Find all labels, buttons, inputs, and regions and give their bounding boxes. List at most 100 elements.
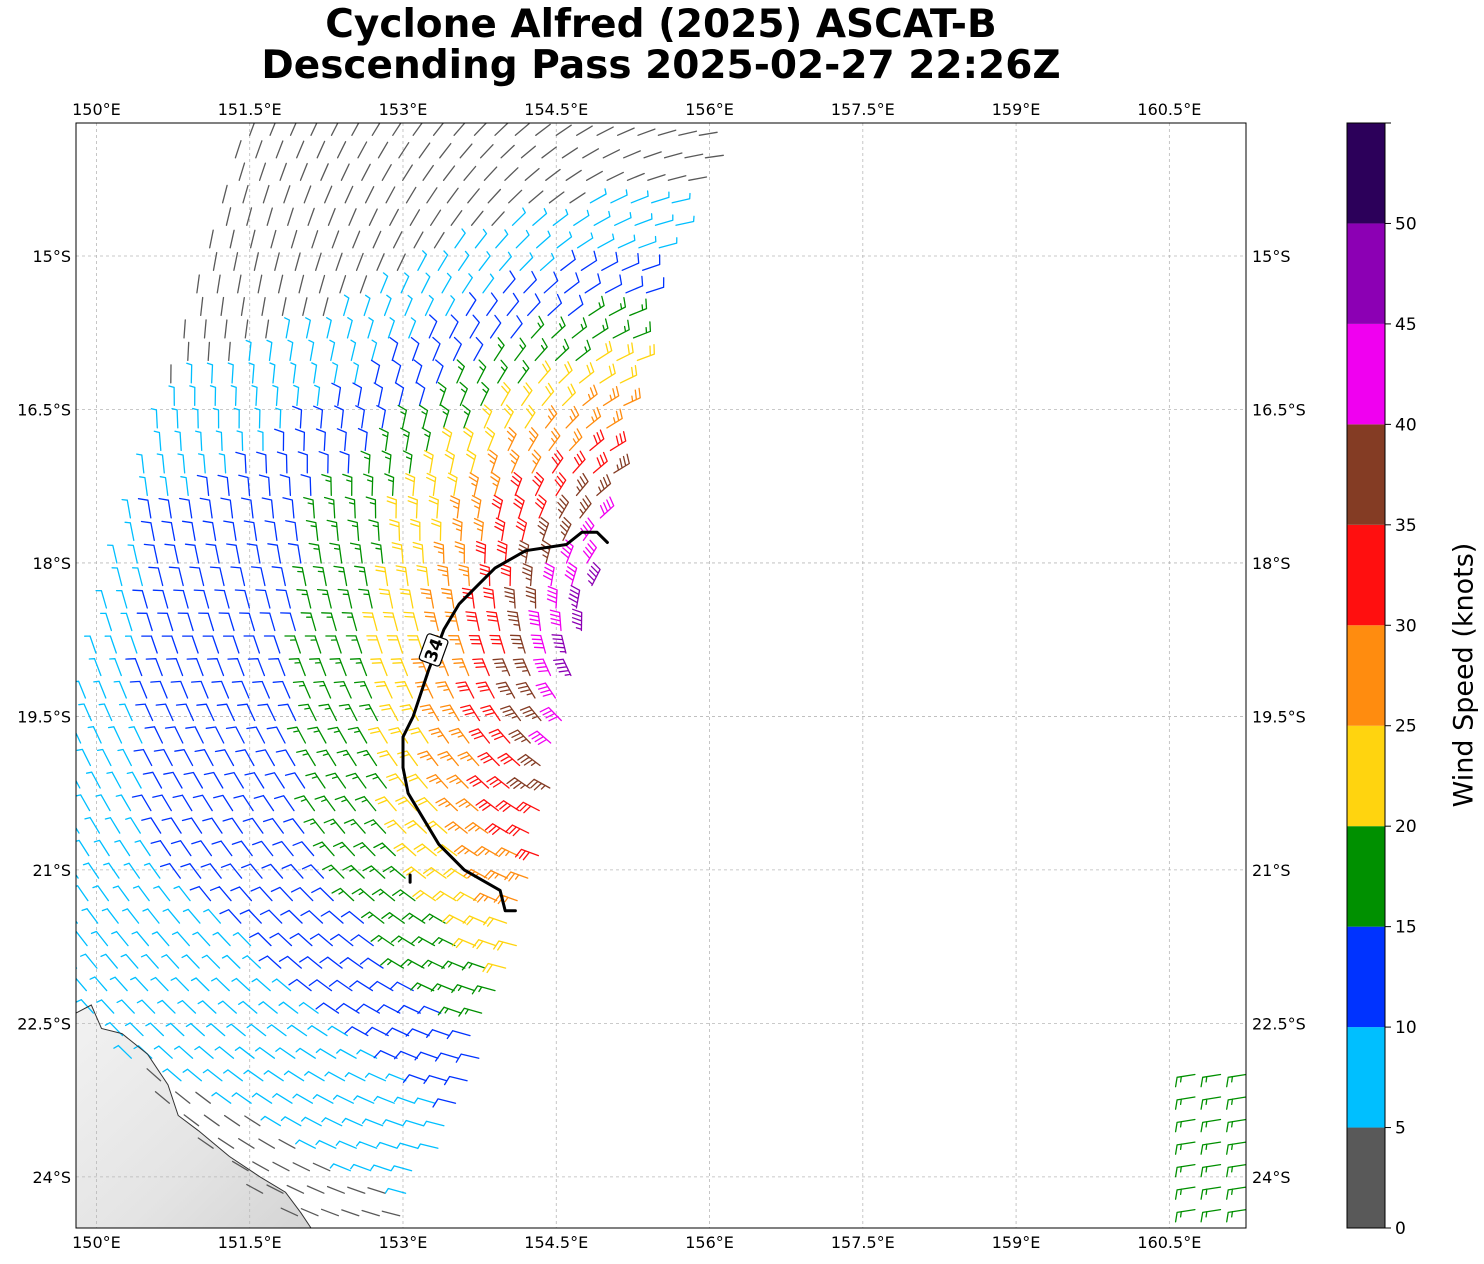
- wind-barb: [300, 474, 312, 497]
- wind-barb: [395, 796, 418, 812]
- wind-barb: [305, 772, 326, 789]
- wind-barb: [152, 794, 172, 812]
- wind-barb: [335, 252, 343, 271]
- wind-barb: [466, 775, 490, 789]
- wind-barb: [373, 842, 396, 857]
- wind-barb: [434, 1052, 459, 1062]
- wind-barb: [361, 1118, 384, 1127]
- wind-barb: [363, 473, 374, 497]
- wind-barb: [530, 634, 547, 654]
- contour-label-box: 34: [418, 633, 449, 667]
- wind-barb: [379, 704, 399, 722]
- wind-barb: [389, 981, 414, 992]
- lat-tick-label-right: 15°S: [1252, 247, 1291, 266]
- wind-barb: [437, 250, 449, 271]
- wind-barb: [433, 231, 445, 249]
- wind-barb: [224, 319, 228, 339]
- wind-barb: [558, 361, 573, 384]
- wind-barb: [311, 362, 318, 384]
- wind-barb: [342, 473, 353, 497]
- lon-tick-label-top: 156°E: [685, 100, 734, 119]
- wind-barb: [437, 381, 447, 407]
- wind-barb: [549, 609, 562, 632]
- wind-barb: [217, 474, 230, 497]
- wind-barb: [1174, 1141, 1196, 1155]
- wind-barb: [486, 610, 501, 632]
- wind-barb: [340, 163, 350, 181]
- wind-barb: [495, 800, 520, 812]
- wind-barb: [488, 728, 511, 744]
- contour-line: [401, 530, 609, 913]
- wind-barb: [441, 272, 452, 294]
- wind-barb: [107, 726, 123, 744]
- wind-barb: [104, 635, 117, 654]
- wind-barb: [518, 540, 530, 564]
- colorbar-bins: [1347, 123, 1385, 1228]
- wind-barb: [475, 540, 487, 564]
- wind-barb: [238, 162, 246, 181]
- wind-barb: [269, 932, 293, 947]
- wind-barb: [585, 406, 602, 429]
- wind-barb: [109, 976, 128, 992]
- wind-barb: [106, 544, 118, 564]
- wind-barb: [476, 359, 487, 384]
- wind-barb: [321, 1117, 343, 1127]
- wind-barb: [287, 543, 302, 564]
- wind-barb: [417, 1143, 439, 1150]
- wind-barb: [335, 1002, 360, 1014]
- wind-barb: [199, 497, 213, 519]
- wind-barb: [576, 232, 594, 249]
- wind-barb: [658, 237, 678, 249]
- wind-barb: [283, 1070, 305, 1082]
- wind-barb: [177, 1000, 197, 1014]
- wind-barb: [344, 1026, 369, 1037]
- wind-barb: [638, 235, 657, 249]
- wind-barb: [420, 959, 445, 969]
- wind-barb: [364, 186, 375, 204]
- wind-barb: [455, 798, 479, 812]
- wind-barb: [211, 977, 230, 992]
- wind-barb: [222, 817, 244, 834]
- wind-barb: [114, 839, 131, 857]
- wind-barb: [243, 520, 258, 542]
- wind-barb: [234, 589, 251, 609]
- wind-barb: [234, 140, 242, 159]
- wind-barb: [421, 913, 446, 924]
- wind-barb: [462, 915, 487, 926]
- wind-barb: [231, 840, 253, 857]
- colorbar-bin: [1347, 826, 1385, 927]
- wind-barb: [175, 703, 195, 722]
- wind-barb: [206, 1023, 226, 1037]
- wind-barb: [332, 1094, 354, 1104]
- wind-barb: [129, 680, 148, 699]
- wind-barb: [595, 340, 613, 362]
- wind-barb: [1226, 1163, 1246, 1178]
- wind-barb: [312, 1162, 331, 1172]
- wind-barb: [629, 298, 648, 317]
- wind-barb: [571, 317, 588, 339]
- wind-barb: [645, 277, 665, 294]
- wind-barb: [312, 1094, 334, 1104]
- wind-barb: [469, 314, 480, 339]
- wind-barb: [580, 517, 595, 542]
- wind-barb: [387, 317, 395, 339]
- wind-barb: [172, 794, 193, 812]
- wind-barb: [453, 844, 478, 857]
- wind-barb: [157, 999, 176, 1014]
- wind-barb: [304, 635, 322, 654]
- wind-barb: [221, 184, 228, 204]
- wind-barb: [614, 211, 632, 226]
- wind-barb: [303, 818, 325, 834]
- wind-barb: [301, 1116, 322, 1127]
- wind-barb: [292, 566, 307, 587]
- wind-barb: [266, 726, 286, 744]
- wind-barb: [78, 703, 92, 722]
- wind-barb: [548, 427, 561, 452]
- wind-barb: [231, 1160, 249, 1172]
- wind-barb: [505, 824, 530, 837]
- wind-barb: [226, 543, 241, 564]
- wind-barb: [274, 428, 285, 452]
- wind-barb: [407, 495, 418, 519]
- wind-barb: [612, 319, 630, 339]
- wind-barb: [464, 822, 489, 834]
